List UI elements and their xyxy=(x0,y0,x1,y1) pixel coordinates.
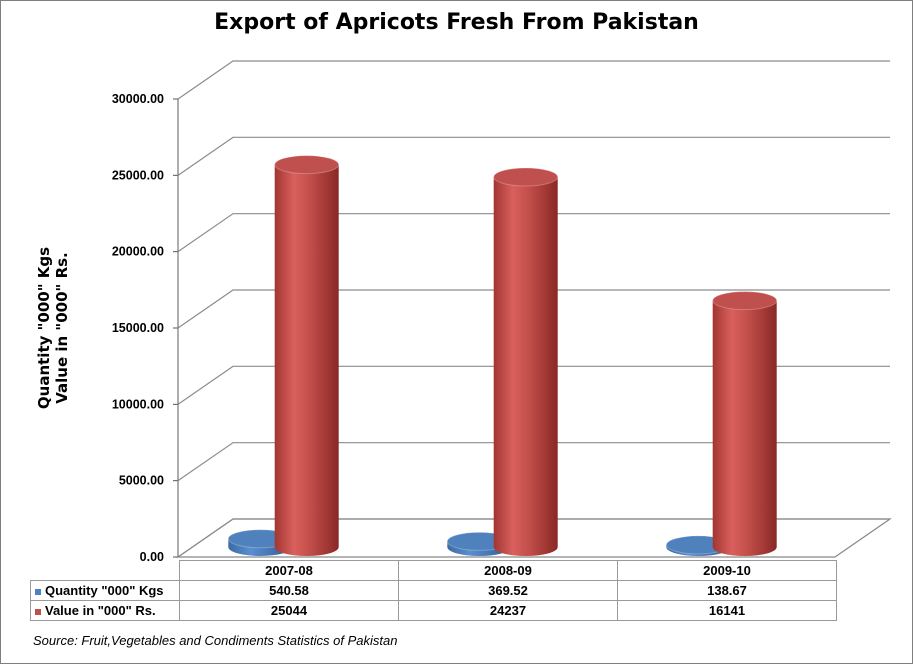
bar-body xyxy=(712,300,777,556)
table-corner xyxy=(31,561,180,581)
x-category-label: 2008-09 xyxy=(398,560,618,581)
y-tick-label: 30000.00 xyxy=(112,92,164,106)
table-row: Quantity "000" Kgs 540.58 369.52 138.67 xyxy=(30,580,837,601)
series-name: Quantity "000" Kgs xyxy=(45,583,164,598)
data-label: 24237 xyxy=(398,600,618,621)
bars xyxy=(227,155,778,556)
y-tick-label: 15000.00 xyxy=(112,321,164,335)
data-table: 2007-08 2008-09 2009-10 Quantity "000" Kgs 5… xyxy=(30,560,837,621)
chart-title: Export of Apricots Fresh From Pakistan xyxy=(214,10,699,35)
bar-top xyxy=(493,167,559,187)
y-tick-label: 0.00 xyxy=(140,550,164,564)
gridline xyxy=(177,365,890,405)
gridline xyxy=(177,518,890,558)
gridline xyxy=(177,60,890,100)
bar-value xyxy=(493,167,559,556)
x-category-label: 2009-10 xyxy=(617,560,837,581)
table-header-row: 2007-08 2008-09 2009-10 xyxy=(31,560,837,581)
bar-top xyxy=(274,155,340,175)
data-label: 16141 xyxy=(617,600,837,621)
y-tick-labels: 0.00 5000.00 10000.00 15000.00 20000.00 25000… xyxy=(112,92,164,564)
bar-value xyxy=(712,291,778,556)
gridline xyxy=(177,213,890,253)
data-label: 138.67 xyxy=(617,580,837,601)
bar-top xyxy=(712,291,778,311)
y-tick-label: 5000.00 xyxy=(119,474,164,488)
bar-value xyxy=(274,155,340,556)
legend-entry: Value in "000" Rs. xyxy=(30,600,180,621)
y-tick-label: 25000.00 xyxy=(112,168,164,182)
gridline xyxy=(177,442,890,482)
legend-entry: Quantity "000" Kgs xyxy=(30,580,180,601)
bar-body xyxy=(274,164,339,556)
table-row: Value in "000" Rs. 25044 24237 16141 xyxy=(30,600,837,621)
x-category-label: 2007-08 xyxy=(179,560,399,581)
legend-key-icon xyxy=(35,588,41,595)
y-tick-label: 20000.00 xyxy=(112,245,164,259)
series-name: Value in "000" Rs. xyxy=(45,603,156,618)
gridline xyxy=(177,136,890,176)
data-label: 369.52 xyxy=(398,580,618,601)
y-tick-label: 10000.00 xyxy=(112,397,164,411)
data-label: 25044 xyxy=(179,600,399,621)
data-label: 540.58 xyxy=(179,580,399,601)
bar-body xyxy=(493,176,558,556)
gridline xyxy=(177,289,890,329)
source-note: Source: Fruit,Vegetables and Condiments … xyxy=(33,633,398,648)
legend-key-icon xyxy=(35,608,41,615)
